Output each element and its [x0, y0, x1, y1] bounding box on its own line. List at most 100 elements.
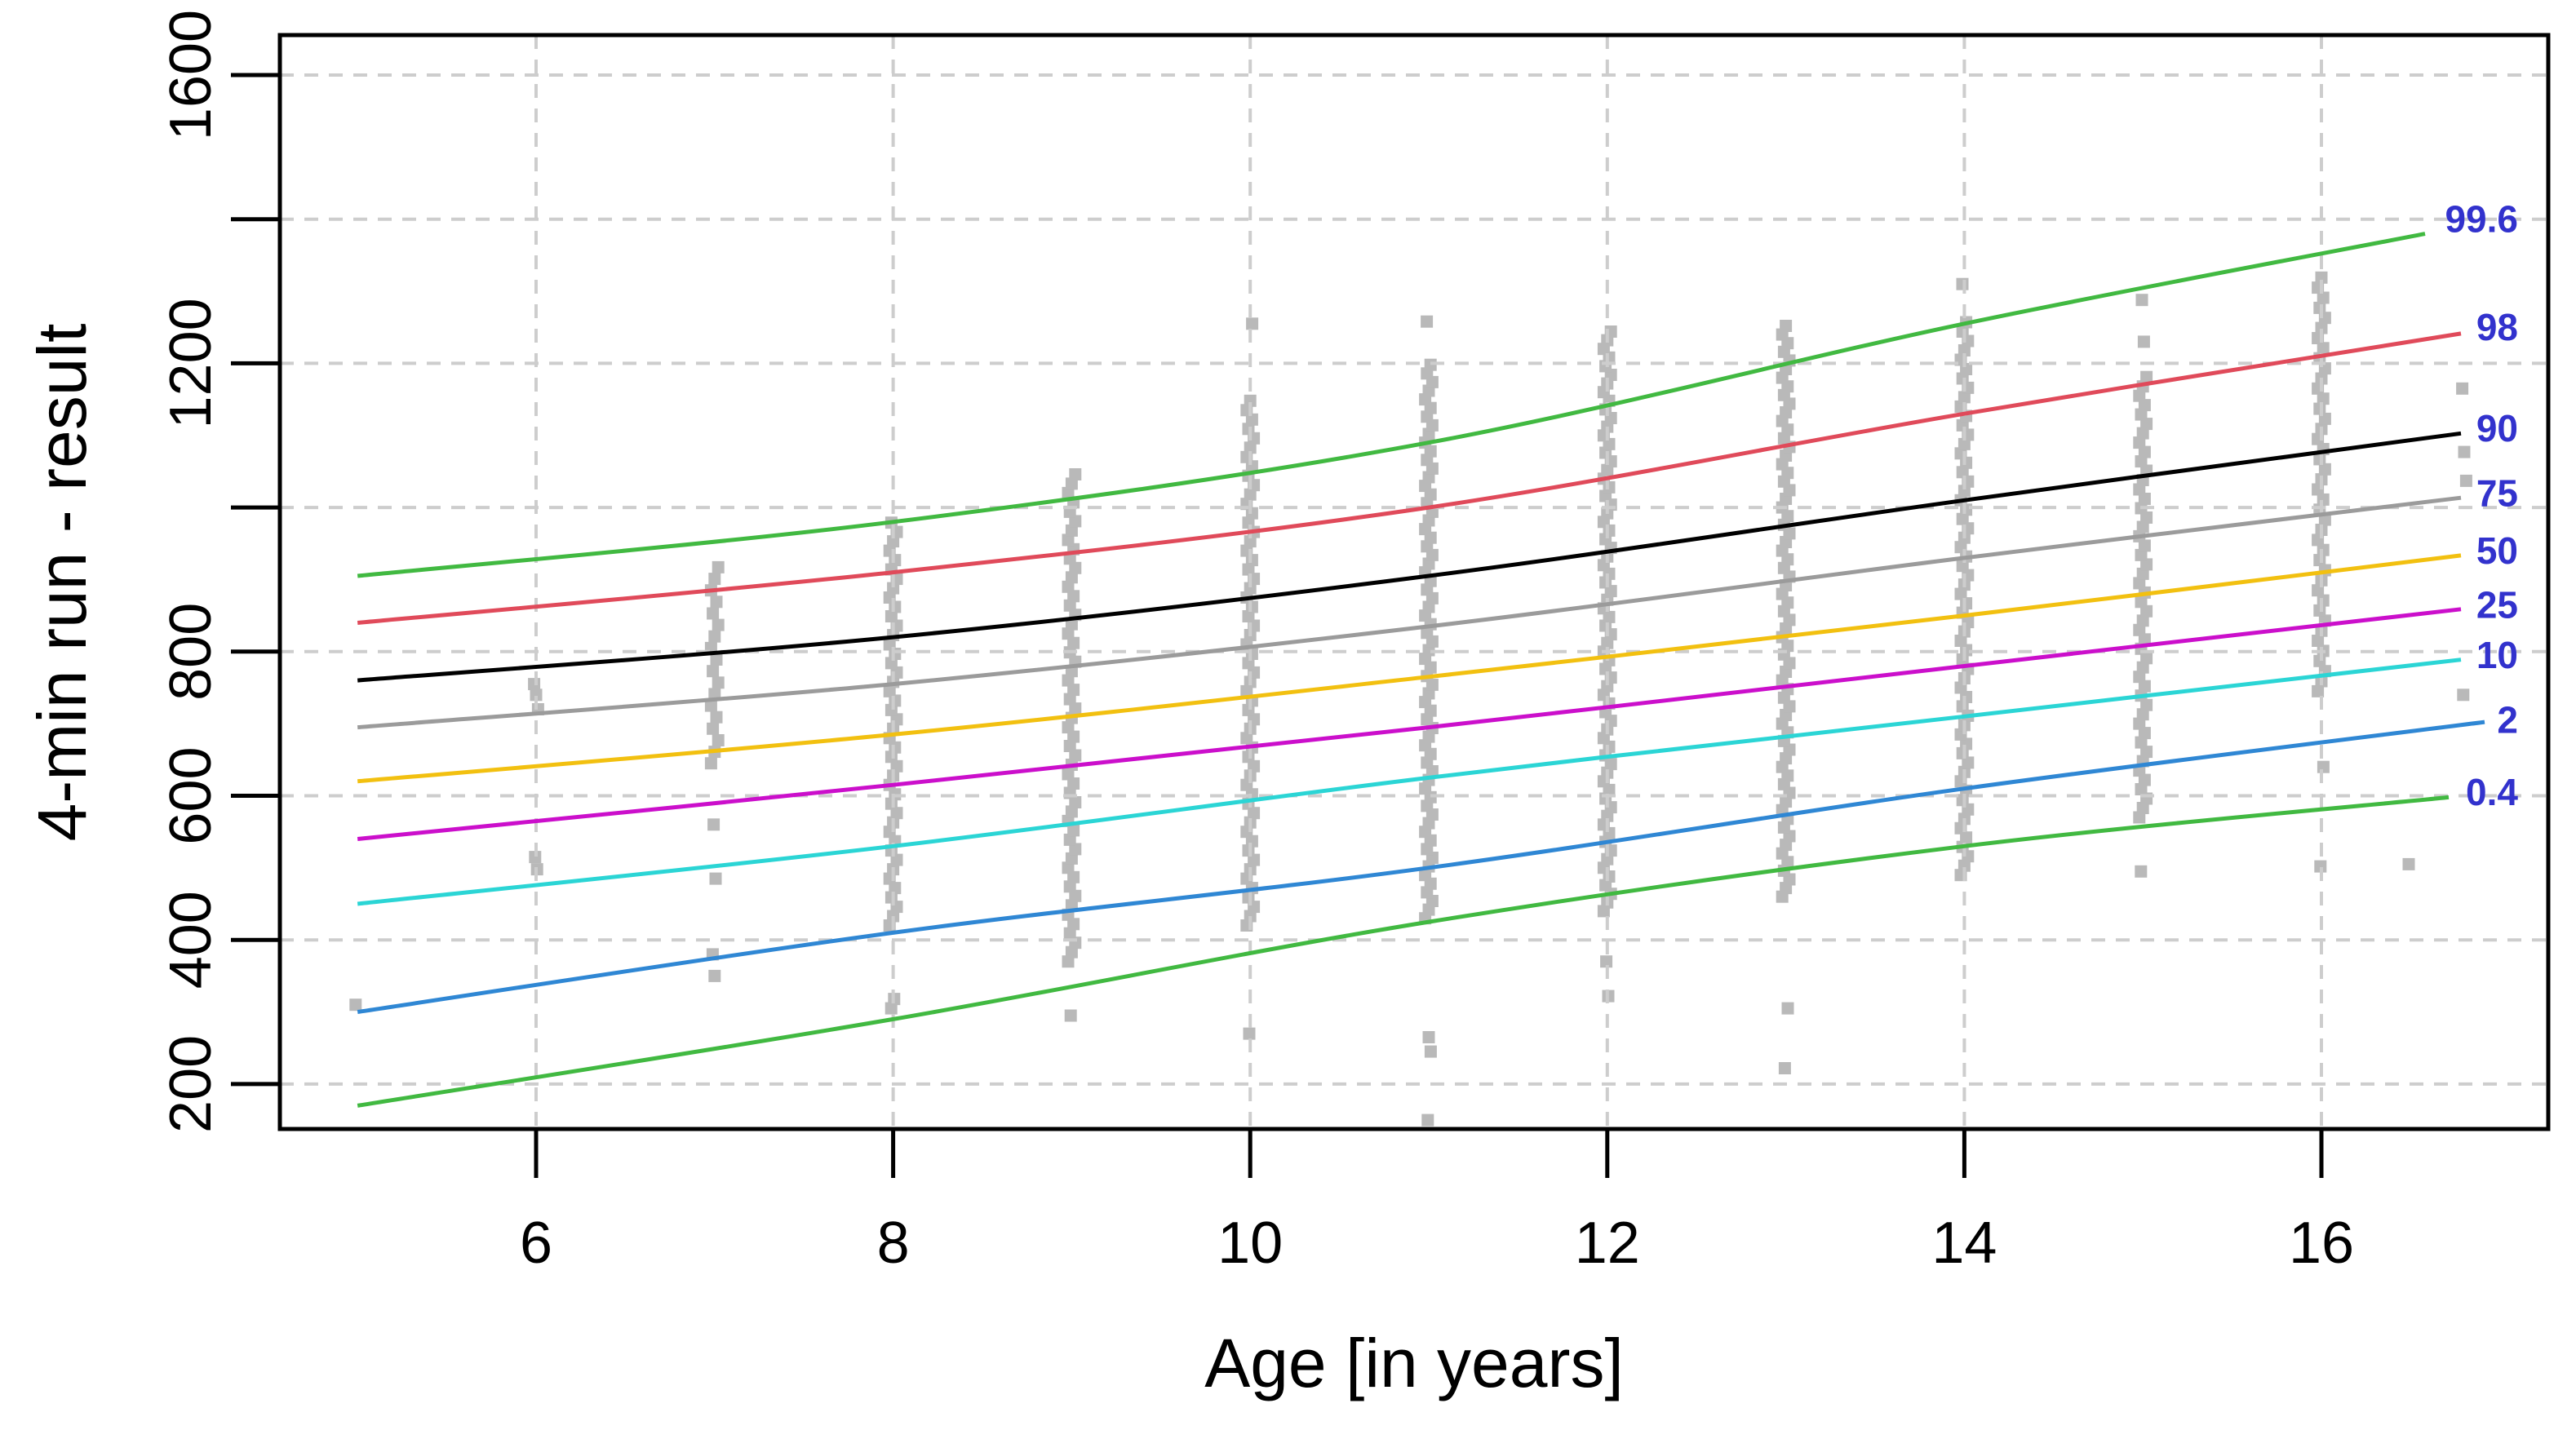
data-point [712, 618, 725, 631]
data-point [883, 684, 896, 697]
data-point [1244, 394, 1257, 407]
data-point [2138, 493, 2151, 505]
x-tick-label-10: 10 [1217, 1211, 1283, 1276]
centile-line-0.4 [357, 795, 2450, 1108]
data-point [2140, 746, 2153, 759]
data-point [707, 607, 720, 620]
data-point [1062, 580, 1075, 593]
data-point [710, 653, 723, 666]
data-point [1962, 756, 1975, 769]
data-point [2140, 511, 2153, 524]
data-point [885, 610, 898, 622]
x-tick-label-16: 16 [2289, 1211, 2354, 1276]
centile-label-90: 90 [2476, 407, 2518, 449]
data-point [2140, 652, 2153, 665]
data-point [2402, 857, 2415, 870]
data-point [704, 699, 717, 712]
data-point [2136, 567, 2149, 580]
data-point [2133, 623, 2146, 636]
data-point [1240, 732, 1253, 745]
data-point [1243, 1027, 1256, 1040]
data-point [1780, 320, 1793, 332]
centile-line-75 [357, 495, 2462, 730]
data-point [2135, 408, 2148, 421]
data-point [889, 882, 902, 895]
data-point [2140, 370, 2153, 383]
data-point [2133, 389, 2146, 402]
data-point [1062, 533, 1075, 547]
data-point [2317, 342, 2330, 355]
data-point [2137, 335, 2150, 348]
data-point [1063, 833, 1076, 846]
data-point [1065, 945, 1078, 958]
centile-label-50: 50 [2476, 529, 2518, 572]
data-point [890, 853, 903, 866]
data-point [704, 757, 717, 770]
centile-line-98 [357, 331, 2462, 625]
data-point [1957, 437, 1971, 450]
data-point [1065, 477, 1078, 490]
data-point [1422, 1031, 1435, 1043]
data-point [1245, 413, 1258, 426]
data-point [1065, 805, 1078, 818]
data-point [1246, 317, 1259, 330]
plot-box [277, 33, 2551, 1131]
data-point [2314, 860, 2327, 873]
data-point [2140, 604, 2153, 618]
data-point [1063, 599, 1076, 612]
data-point [2135, 548, 2148, 561]
data-point [530, 688, 543, 702]
y-tick-label-200: 200 [158, 1035, 224, 1133]
data-point [2136, 661, 2149, 674]
scatter-strip-age-8 [883, 516, 903, 1015]
data-point [2136, 520, 2149, 533]
data-point [2135, 736, 2148, 749]
scatter-strip-age-11 [1419, 315, 1439, 1127]
data-point [1956, 277, 1969, 290]
data-point [1063, 880, 1076, 893]
centile-label-98: 98 [2476, 306, 2518, 348]
data-point [2457, 688, 2470, 702]
data-point [1069, 468, 1082, 480]
y-tick-label-1600: 1600 [158, 10, 224, 140]
data-point [1063, 927, 1076, 940]
data-point [1781, 1002, 1794, 1015]
data-point [1062, 861, 1075, 874]
data-point [1065, 571, 1078, 584]
data-point [2317, 291, 2330, 304]
data-point [2140, 418, 2153, 431]
data-point [1244, 441, 1257, 454]
data-point [887, 535, 900, 548]
data-point [1424, 1045, 1437, 1058]
centile-line-25 [357, 607, 2462, 841]
data-point [1064, 1009, 1077, 1022]
scatter-strip-age-5 [349, 998, 362, 1012]
data-point [1069, 889, 1082, 902]
data-point [1067, 684, 1080, 697]
data-point [2140, 558, 2153, 571]
data-point [2133, 436, 2146, 449]
data-point [1069, 702, 1082, 715]
data-point [2133, 811, 2146, 824]
data-point [2459, 474, 2472, 487]
data-point [1069, 561, 1082, 574]
centile-labels-layer: 99.6 98 90 75 50 25 10 2 0.4 [2445, 198, 2518, 813]
data-point [707, 665, 720, 678]
x-tick-label-8: 8 [877, 1211, 910, 1276]
data-point [2133, 717, 2146, 730]
data-point [2136, 427, 2149, 440]
data-point [1067, 636, 1080, 649]
data-point [349, 998, 362, 1012]
data-point [1957, 344, 1971, 356]
y-tick-label-600: 600 [158, 746, 224, 844]
data-point [2135, 595, 2148, 609]
data-point [1067, 590, 1080, 603]
data-point [709, 872, 722, 885]
data-point [2133, 483, 2146, 496]
centile-label-25: 25 [2476, 583, 2518, 626]
data-point [2140, 698, 2153, 711]
data-point [2138, 445, 2151, 458]
data-point [2315, 321, 2328, 334]
data-point [1069, 796, 1082, 808]
data-point [2318, 463, 2331, 476]
